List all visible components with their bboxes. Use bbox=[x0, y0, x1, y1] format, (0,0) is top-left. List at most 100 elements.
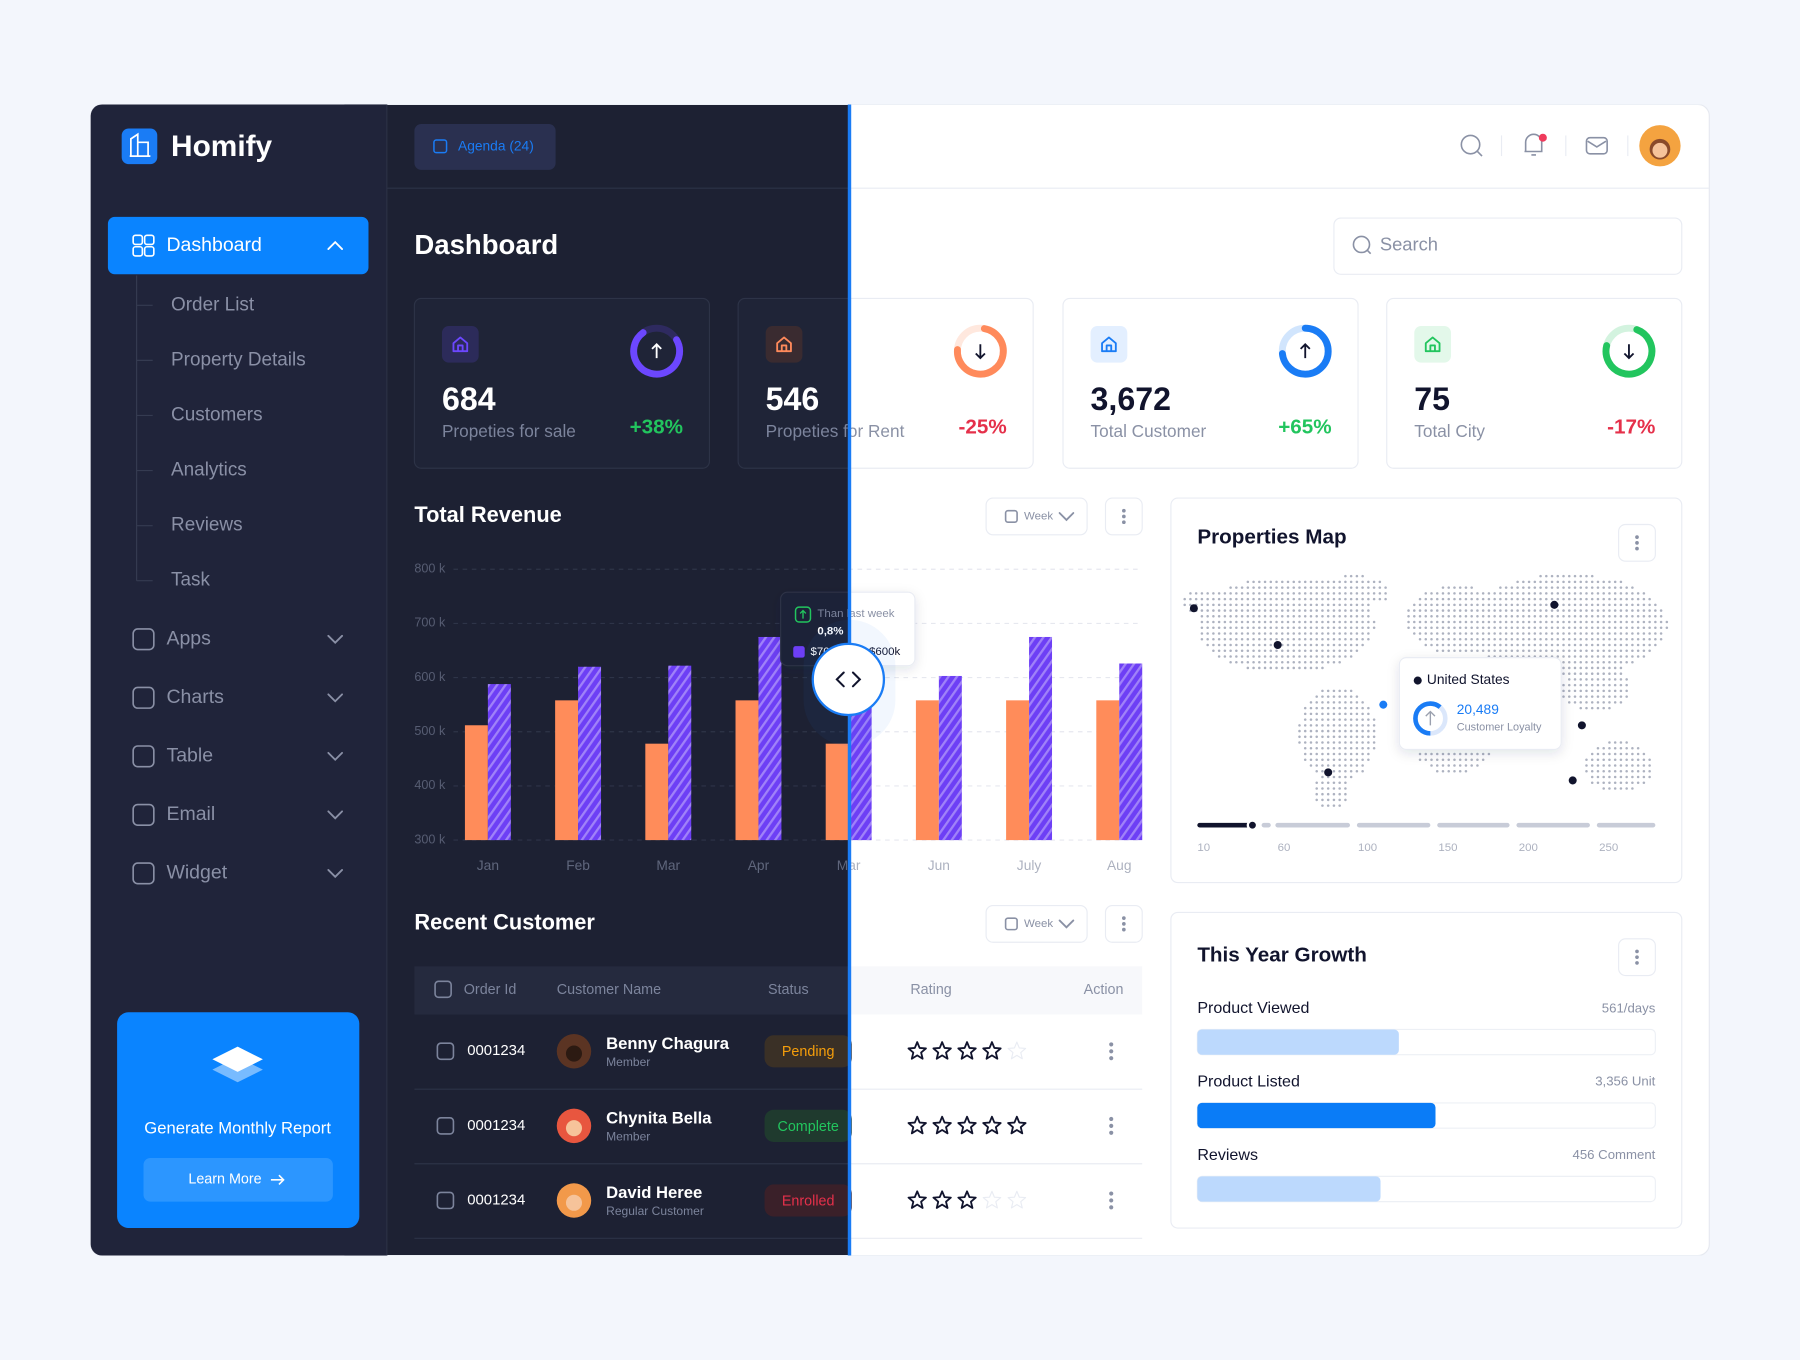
action-dot[interactable] bbox=[1109, 1056, 1114, 1061]
map-dot bbox=[1292, 620, 1296, 624]
nav-item[interactable]: Table bbox=[132, 744, 344, 768]
map-dot bbox=[1476, 603, 1479, 607]
map-dot bbox=[1470, 764, 1473, 767]
map-dot bbox=[1344, 747, 1347, 750]
map-dot bbox=[1326, 649, 1330, 652]
map-dot bbox=[1372, 586, 1376, 589]
submenu-item[interactable]: Task bbox=[136, 570, 211, 591]
map-dot bbox=[1447, 769, 1450, 773]
nav-item-active[interactable]: Dashboard bbox=[107, 216, 369, 275]
search-icon[interactable] bbox=[1460, 134, 1481, 155]
action-dot[interactable] bbox=[1109, 1123, 1114, 1128]
map-dot bbox=[1636, 764, 1640, 767]
map-dot bbox=[1332, 752, 1336, 756]
mail-icon[interactable] bbox=[1585, 136, 1608, 155]
submenu-item[interactable]: Property Details bbox=[136, 349, 306, 370]
nav-item[interactable]: Email bbox=[132, 803, 344, 826]
nav-item[interactable]: Charts bbox=[132, 686, 344, 709]
map-dot bbox=[1435, 643, 1439, 647]
map-marker[interactable] bbox=[1550, 600, 1559, 609]
map-marker[interactable] bbox=[1324, 768, 1333, 777]
submenu-item[interactable]: Reviews bbox=[136, 515, 243, 536]
map-dot bbox=[1355, 741, 1359, 744]
map-dot bbox=[1613, 632, 1617, 635]
map-dot bbox=[1326, 741, 1330, 744]
search-box[interactable]: Search bbox=[1333, 217, 1683, 275]
bell-icon[interactable] bbox=[1524, 133, 1543, 156]
nav-item[interactable]: Widget bbox=[132, 862, 344, 885]
search-placeholder: Search bbox=[1380, 233, 1438, 254]
dashboard-icon bbox=[132, 245, 144, 257]
more-button[interactable] bbox=[1618, 523, 1656, 562]
action-dot[interactable] bbox=[1109, 1198, 1114, 1203]
more-button[interactable] bbox=[1618, 938, 1656, 977]
map-dot bbox=[1384, 597, 1387, 601]
map-marker[interactable] bbox=[1568, 776, 1577, 785]
action-dot[interactable] bbox=[1109, 1042, 1114, 1047]
map-dot bbox=[1349, 620, 1353, 624]
map-dot bbox=[1619, 643, 1623, 647]
map-dot bbox=[1430, 752, 1433, 756]
column-header: Rating bbox=[910, 982, 951, 998]
nav-label: Email bbox=[166, 803, 215, 825]
map-dot bbox=[1447, 626, 1450, 630]
map-dot bbox=[1585, 649, 1588, 652]
map-dot bbox=[1326, 689, 1330, 693]
recent-customers: Recent CustomerWeekOrder IdCustomer Name… bbox=[849, 904, 1143, 1239]
more-button[interactable] bbox=[1104, 497, 1143, 536]
map-dot bbox=[1275, 586, 1278, 589]
action-dot[interactable] bbox=[1109, 1130, 1114, 1135]
slider-knob[interactable] bbox=[1246, 819, 1259, 831]
map-dot bbox=[1453, 609, 1456, 612]
map-dot bbox=[1298, 741, 1301, 744]
map-dot bbox=[1338, 655, 1341, 658]
dashboard-icon bbox=[143, 234, 155, 246]
map-dot bbox=[1413, 609, 1416, 612]
action-dot[interactable] bbox=[1109, 1205, 1114, 1210]
more-button[interactable] bbox=[1104, 904, 1143, 943]
map-dot bbox=[1567, 649, 1571, 652]
map-dot bbox=[1585, 632, 1588, 635]
learn-more-button[interactable]: Learn More bbox=[143, 1158, 333, 1202]
map-dot bbox=[1625, 781, 1628, 784]
map-dot bbox=[1585, 689, 1588, 693]
map-dot bbox=[1326, 580, 1330, 584]
map-dot bbox=[1573, 637, 1577, 641]
action-dot[interactable] bbox=[1109, 1049, 1114, 1054]
map-dot bbox=[1470, 620, 1473, 624]
map-dot bbox=[1321, 724, 1324, 727]
filter-dropdown[interactable]: Week bbox=[985, 497, 1088, 536]
nav-label: Dashboard bbox=[166, 234, 261, 256]
map-dot bbox=[1298, 626, 1301, 630]
map-dot bbox=[1567, 620, 1571, 624]
filter-dropdown[interactable]: Week bbox=[985, 904, 1088, 943]
map-dot bbox=[1229, 615, 1232, 618]
map-dot bbox=[1596, 580, 1600, 584]
map-dot bbox=[1223, 592, 1227, 595]
map-marker-active[interactable] bbox=[1379, 700, 1388, 709]
action-dot[interactable] bbox=[1109, 1191, 1114, 1196]
nav-item[interactable]: Apps bbox=[132, 627, 344, 651]
map-dot bbox=[1625, 775, 1628, 779]
map-dot bbox=[1636, 637, 1640, 641]
map-dot bbox=[1338, 701, 1341, 704]
map-dot bbox=[1355, 632, 1359, 635]
map-dot bbox=[1573, 701, 1577, 704]
compare-handle[interactable] bbox=[803, 104, 896, 1256]
map-marker[interactable] bbox=[1577, 721, 1586, 730]
map-dot bbox=[1625, 632, 1628, 635]
map-marker[interactable] bbox=[1189, 604, 1198, 613]
map-dot bbox=[1303, 586, 1307, 589]
map-dot bbox=[1619, 655, 1623, 658]
action-dot[interactable] bbox=[1109, 1116, 1114, 1122]
submenu-item[interactable]: Analytics bbox=[136, 460, 247, 481]
submenu-item[interactable]: Order List bbox=[136, 294, 255, 315]
more-dot bbox=[1635, 546, 1639, 551]
map-dot bbox=[1522, 586, 1525, 589]
map-marker[interactable] bbox=[1273, 640, 1282, 650]
map-dot bbox=[1602, 620, 1605, 624]
map-dot bbox=[1579, 666, 1583, 670]
submenu-item[interactable]: Customers bbox=[136, 404, 263, 425]
map-dot bbox=[1654, 609, 1657, 612]
map-dot bbox=[1384, 586, 1387, 589]
